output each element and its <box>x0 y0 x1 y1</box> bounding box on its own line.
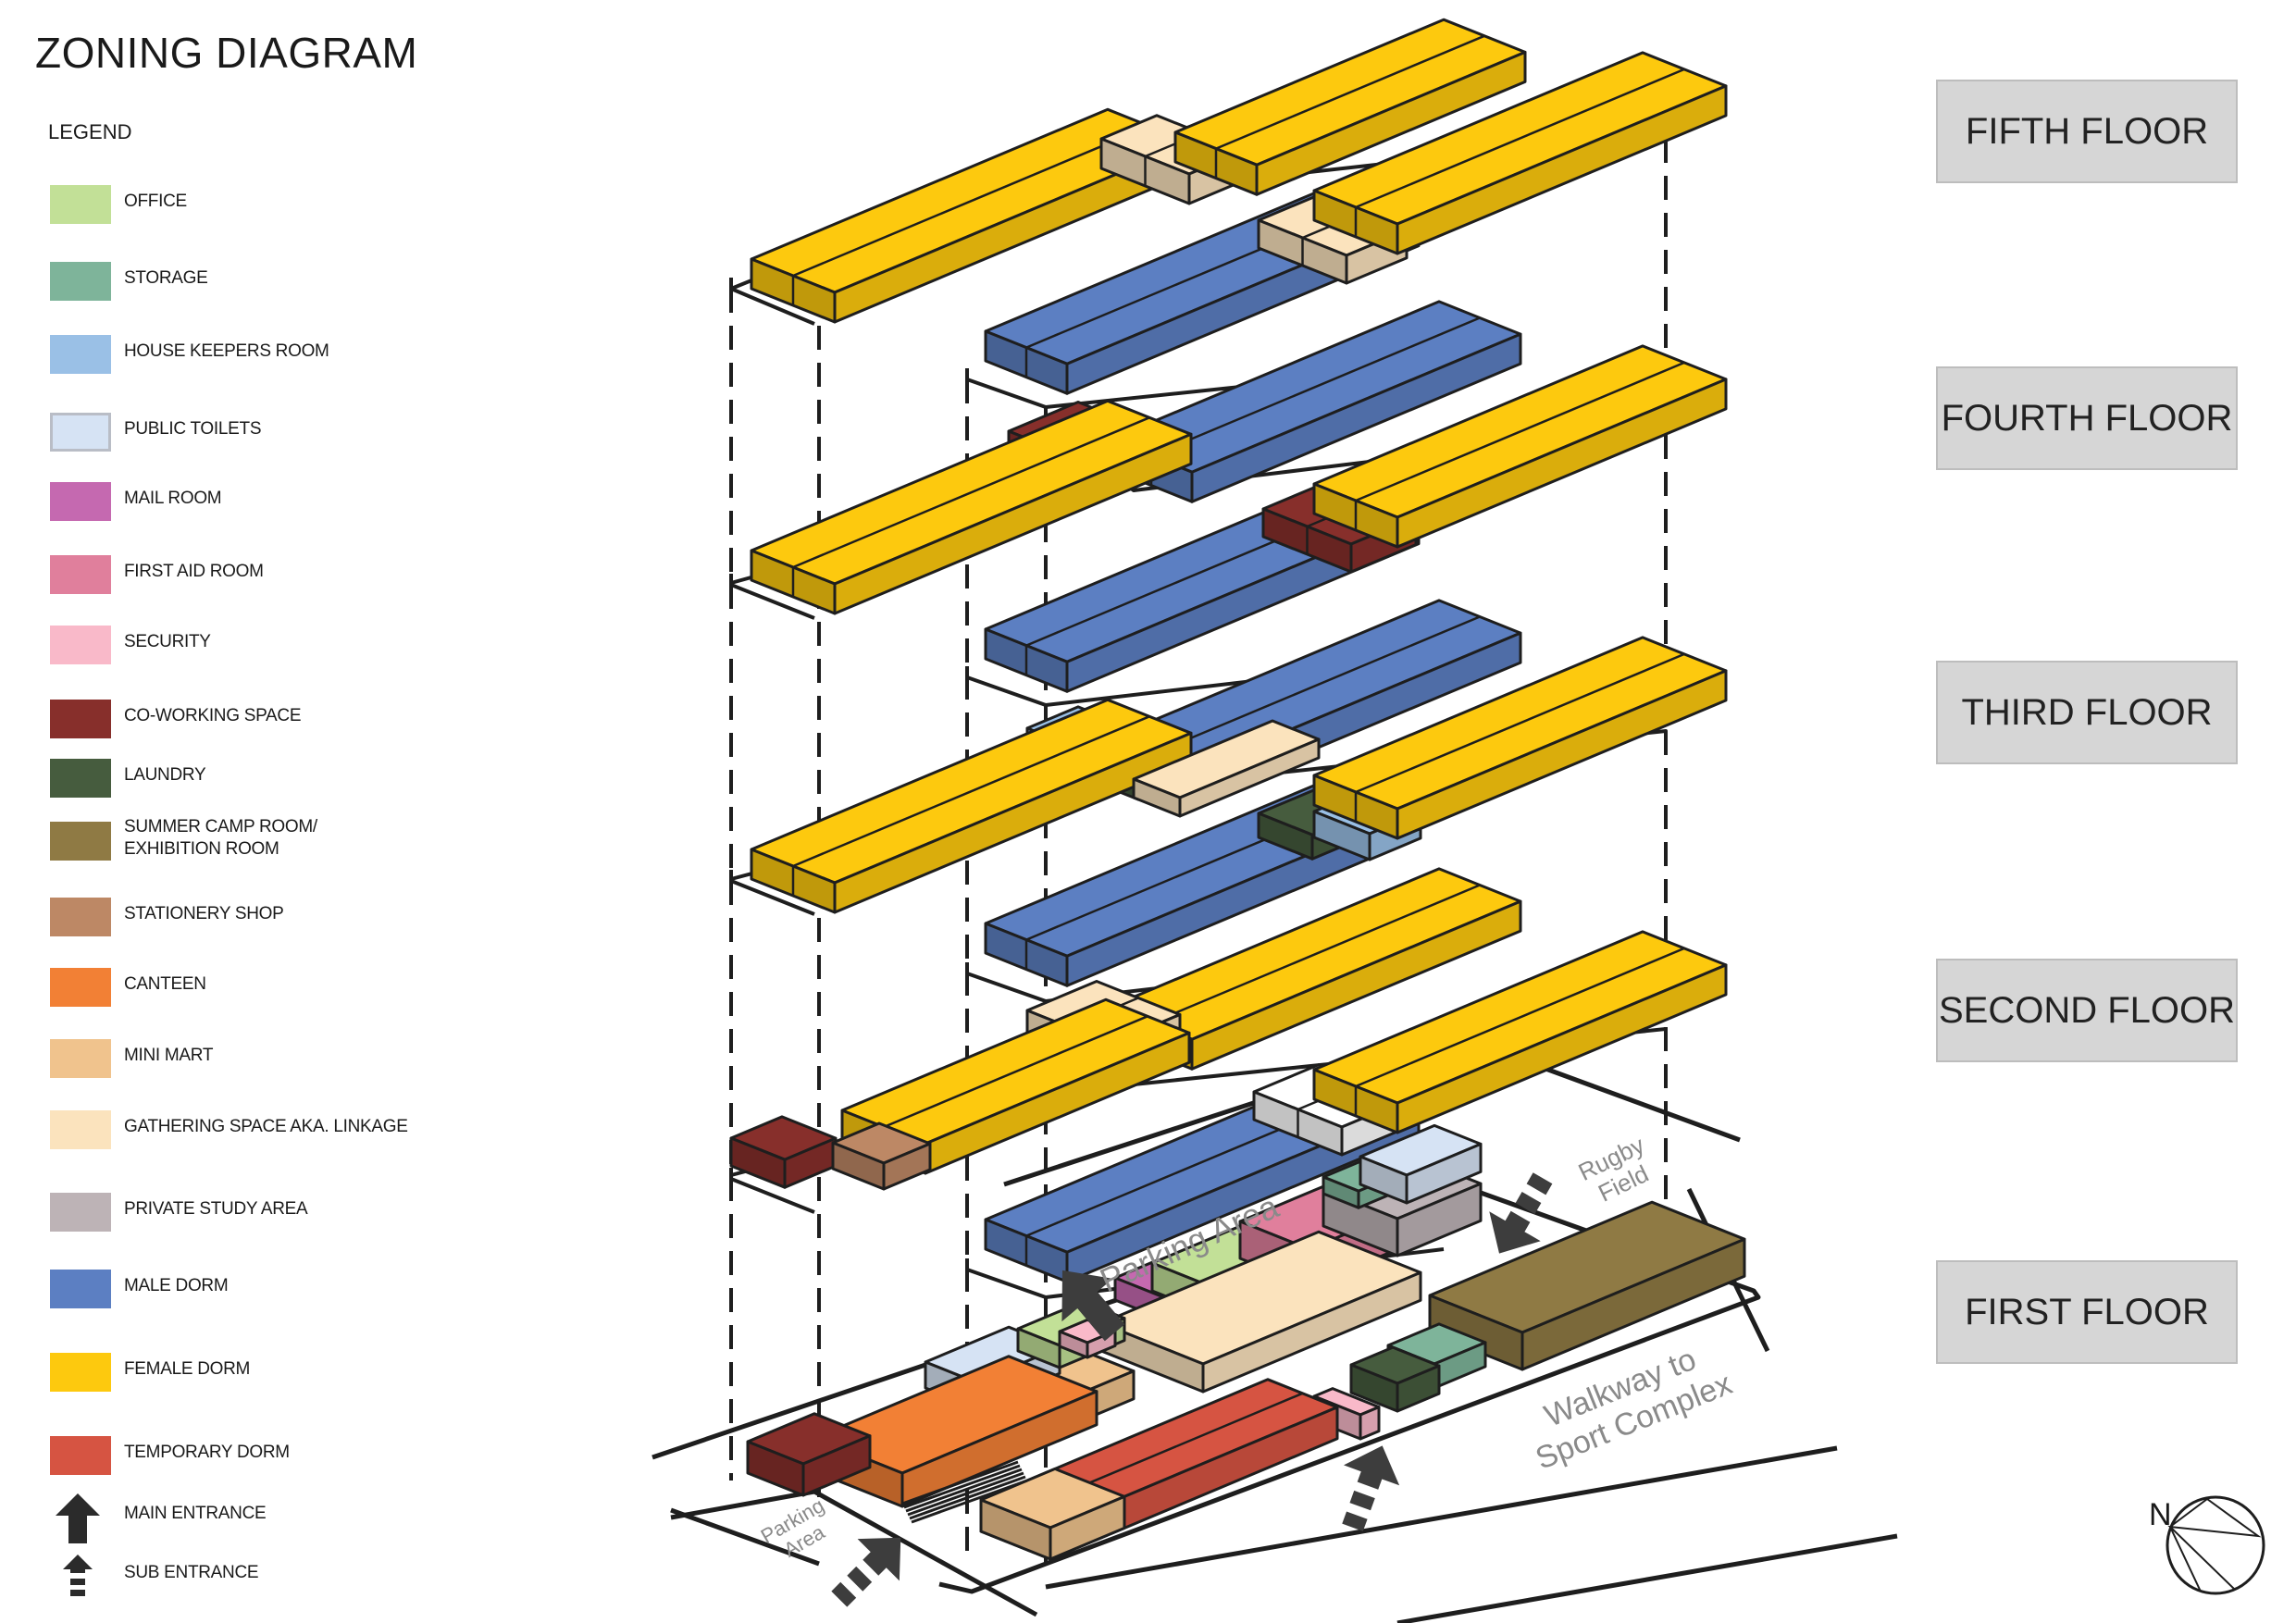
site-label-rugby-field: RugbyField <box>1574 1131 1661 1211</box>
legend-label: CANTEEN <box>124 974 206 994</box>
public-toilets-block <box>1359 1123 1483 1205</box>
floor-tag: FOURTH FLOOR <box>1936 366 2238 470</box>
legend-label: PRIVATE STUDY AREA <box>124 1199 308 1219</box>
legend-swatch <box>50 555 111 594</box>
compass-ring <box>2166 1495 2265 1595</box>
legend-swatch <box>50 898 111 936</box>
legend-heading: LEGEND <box>48 120 132 143</box>
legend-swatch <box>50 968 111 1007</box>
site-label-parking-area-bottom: ParkingArea <box>757 1493 840 1568</box>
stair-line <box>901 1460 1019 1505</box>
legend-swatch <box>50 185 111 224</box>
legend-swatch <box>50 1270 111 1308</box>
main-entrance-arrow-icon <box>56 1493 100 1543</box>
female-dorm-block <box>750 698 1193 914</box>
road-edge <box>1396 1533 1898 1623</box>
legend-swatch <box>50 1193 111 1232</box>
main-entrance-arrow-icon <box>1061 1270 1125 1342</box>
stair-line <box>903 1464 1021 1509</box>
legend-swatch <box>50 1039 111 1078</box>
stair-line <box>909 1475 1026 1520</box>
legend-label: SUB ENTRANCE <box>124 1563 259 1582</box>
sub-entrance-arrow-icon <box>1342 1445 1400 1531</box>
legend-label: SUMMER CAMP ROOM/EXHIBITION ROOM <box>124 817 317 859</box>
legend-label: PUBLIC TOILETS <box>124 419 262 439</box>
legend-label: LAUNDRY <box>124 765 206 785</box>
legend-label: MINI MART <box>124 1046 214 1065</box>
legend-label: OFFICE <box>124 192 187 211</box>
legend-label: SECURITY <box>124 632 211 651</box>
legend-swatch <box>50 335 111 374</box>
co-working-block <box>746 1412 872 1497</box>
legend-label: STORAGE <box>124 268 208 288</box>
legend-swatch <box>50 1436 111 1475</box>
stair-line <box>911 1479 1028 1524</box>
female-dorm-block <box>1173 18 1527 196</box>
legend-label: MAIN ENTRANCE <box>124 1504 267 1523</box>
sub-entrance-arrow-icon <box>831 1537 901 1607</box>
site-plan <box>652 1034 1898 1623</box>
female-dorm-block <box>1312 636 1728 840</box>
sub-entrance-arrow-icon <box>1489 1172 1553 1254</box>
legend-swatch <box>50 1110 111 1149</box>
legend-label: TEMPORARY DORM <box>124 1443 290 1462</box>
legend-label: MALE DORM <box>124 1276 229 1295</box>
laundry-block <box>1349 1345 1441 1413</box>
female-dorm-block <box>750 107 1193 324</box>
floor-tag: THIRD FLOOR <box>1936 661 2238 764</box>
legend-label: CO-WORKING SPACE <box>124 706 302 725</box>
parking-edge <box>670 1507 820 1567</box>
entrance-arrows <box>831 1172 1553 1607</box>
female-dorm-block <box>1312 930 1728 1134</box>
north-label: N <box>2149 1497 2172 1532</box>
compass-needle <box>2167 1497 2262 1592</box>
legend-label: FIRST AID ROOM <box>124 562 264 581</box>
legend-swatch <box>50 626 111 664</box>
road-edge <box>1045 1445 1838 1590</box>
legend-swatch <box>50 482 111 521</box>
legend-label: FEMALE DORM <box>124 1359 251 1379</box>
legend-swatch <box>50 822 111 861</box>
female-dorm-block <box>1312 344 1728 549</box>
legend-label: HOUSE KEEPERS ROOM <box>124 341 329 361</box>
stationery-shop-block <box>831 1121 932 1191</box>
legend-swatch <box>50 1353 111 1392</box>
gathering-space-block <box>1099 1230 1422 1394</box>
legend-swatch <box>50 262 111 301</box>
female-dorm-block <box>750 399 1193 615</box>
summer-camp-block <box>1428 1200 1746 1371</box>
legend-swatch <box>50 700 111 738</box>
co-working-block <box>729 1115 838 1189</box>
floor-tag: FIFTH FLOOR <box>1936 80 2238 183</box>
floor-tag: SECOND FLOOR <box>1936 959 2238 1062</box>
female-dorm-block <box>1312 51 1728 255</box>
legend-swatch <box>50 413 111 452</box>
stair-line <box>905 1468 1023 1513</box>
legend-label: STATIONERY SHOP <box>124 904 284 923</box>
legend-swatch <box>50 759 111 798</box>
mini-mart-block <box>979 1467 1126 1561</box>
north-compass <box>2166 1495 2265 1595</box>
floor-tag: FIRST FLOOR <box>1936 1260 2238 1364</box>
page-title: ZONING DIAGRAM <box>35 29 418 77</box>
stair-line <box>907 1471 1024 1517</box>
legend-label: MAIL ROOM <box>124 489 222 508</box>
building-blocks <box>729 18 1746 1561</box>
gathering-space-block <box>1132 719 1321 818</box>
sub-entrance-arrow-icon <box>63 1555 93 1596</box>
legend-label: GATHERING SPACE AKA. LINKAGE <box>124 1117 408 1136</box>
